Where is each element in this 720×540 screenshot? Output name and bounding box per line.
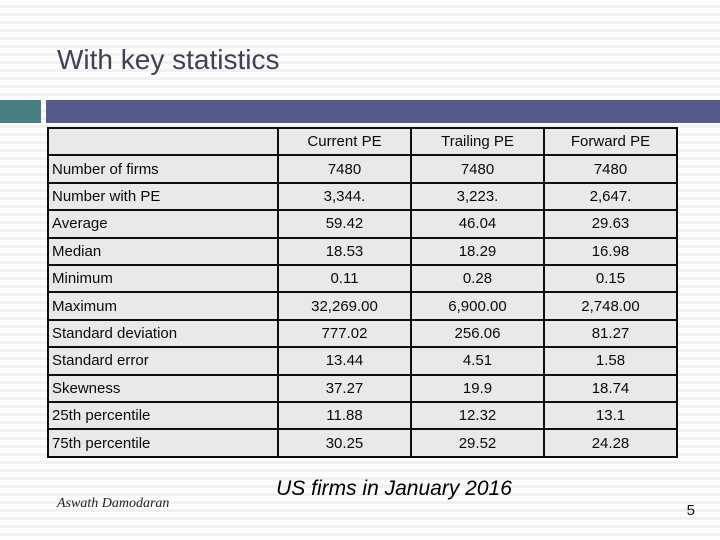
- table-row: Minimum 0.11 0.28 0.15: [47, 264, 678, 294]
- row-label: 75th percentile: [47, 428, 279, 458]
- cell-value: 13.44: [277, 346, 412, 376]
- page-title: With key statistics: [57, 44, 280, 75]
- row-label: Median: [47, 236, 279, 267]
- accent-bar-teal: [0, 100, 41, 123]
- slide-caption: US firms in January 2016: [276, 477, 512, 500]
- column-header-current-pe: Current PE: [277, 126, 412, 157]
- row-label: Number of firms: [47, 154, 279, 184]
- cell-value: 11.88: [277, 401, 412, 431]
- page-number: 5: [686, 502, 695, 519]
- cell-value: 37.27: [277, 373, 412, 404]
- cell-value: 2,748.00: [543, 291, 678, 321]
- cell-value: 13.1: [543, 401, 678, 431]
- table-row: 75th percentile 30.25 29.52 24.28: [47, 428, 678, 458]
- cell-value: 1.58: [543, 346, 678, 376]
- cell-value: 256.06: [410, 318, 545, 349]
- column-header-forward-pe: Forward PE: [543, 126, 678, 157]
- row-label: Standard error: [47, 346, 279, 376]
- cell-value: 12.32: [410, 401, 545, 431]
- cell-value: 0.15: [543, 264, 678, 294]
- row-label: 25th percentile: [47, 401, 279, 431]
- row-label: Average: [47, 209, 279, 239]
- cell-value: 0.11: [277, 264, 412, 294]
- cell-value: 777.02: [277, 318, 412, 349]
- cell-value: 18.53: [277, 236, 412, 267]
- cell-value: 30.25: [277, 428, 412, 458]
- cell-value: 3,344.: [277, 181, 412, 212]
- cell-value: 4.51: [410, 346, 545, 376]
- row-label: Number with PE: [47, 181, 279, 212]
- cell-value: 32,269.00: [277, 291, 412, 321]
- column-header-blank: [47, 126, 279, 157]
- cell-value: 19.9: [410, 373, 545, 404]
- table-row: Number of firms 7480 7480 7480: [47, 154, 678, 184]
- cell-value: 18.74: [543, 373, 678, 404]
- table-row: Median 18.53 18.29 16.98: [47, 236, 678, 267]
- cell-value: 3,223.: [410, 181, 545, 212]
- accent-bar-purple: [46, 100, 720, 123]
- table-row: 25th percentile 11.88 12.32 13.1: [47, 401, 678, 431]
- row-label: Maximum: [47, 291, 279, 321]
- table-header-row: Current PE Trailing PE Forward PE: [47, 126, 678, 157]
- statistics-table: Current PE Trailing PE Forward PE Number…: [47, 126, 678, 458]
- table-row: Standard deviation 777.02 256.06 81.27: [47, 318, 678, 349]
- table-row: Standard error 13.44 4.51 1.58: [47, 346, 678, 376]
- row-label: Skewness: [47, 373, 279, 404]
- column-header-trailing-pe: Trailing PE: [410, 126, 545, 157]
- table-row: Average 59.42 46.04 29.63: [47, 209, 678, 239]
- cell-value: 0.28: [410, 264, 545, 294]
- cell-value: 81.27: [543, 318, 678, 349]
- cell-value: 24.28: [543, 428, 678, 458]
- row-label: Minimum: [47, 264, 279, 294]
- table-row: Skewness 37.27 19.9 18.74: [47, 373, 678, 404]
- cell-value: 16.98: [543, 236, 678, 267]
- cell-value: 46.04: [410, 209, 545, 239]
- cell-value: 6,900.00: [410, 291, 545, 321]
- cell-value: 29.63: [543, 209, 678, 239]
- author-credit: Aswath Damodaran: [57, 496, 170, 511]
- cell-value: 7480: [410, 154, 545, 184]
- table-row: Maximum 32,269.00 6,900.00 2,748.00: [47, 291, 678, 321]
- cell-value: 18.29: [410, 236, 545, 267]
- cell-value: 2,647.: [543, 181, 678, 212]
- row-label: Standard deviation: [47, 318, 279, 349]
- cell-value: 7480: [277, 154, 412, 184]
- cell-value: 59.42: [277, 209, 412, 239]
- cell-value: 7480: [543, 154, 678, 184]
- cell-value: 29.52: [410, 428, 545, 458]
- table-row: Number with PE 3,344. 3,223. 2,647.: [47, 181, 678, 212]
